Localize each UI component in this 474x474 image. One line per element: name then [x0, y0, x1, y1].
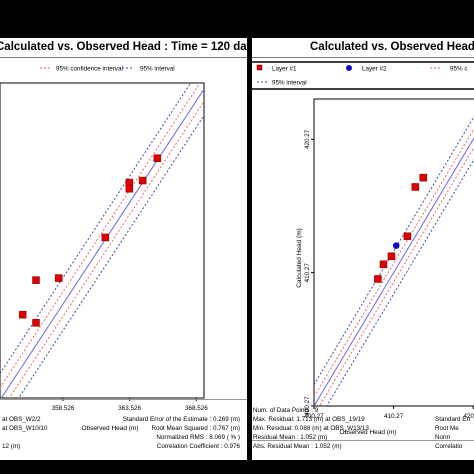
- pi-upper-line: [0, 83, 192, 374]
- fit-line: [0, 88, 204, 398]
- left-chart-svg: 95% confidence interval 95% interval 358…: [0, 66, 208, 432]
- stat-abs-residual-mean: Abs. Residual Mean : 1.052 (m): [253, 443, 342, 450]
- x-tick-label: 400.27: [304, 413, 324, 420]
- left-stat-line: at OBS_W10/10: [2, 425, 48, 432]
- pi-lower-line: [326, 158, 474, 406]
- data-point-layer1: [18, 310, 27, 319]
- data-point-layer1: [54, 274, 63, 282]
- stat-residual-mean: Residual Mean : 1.052 (m): [253, 434, 328, 441]
- left-x-axis-label: Observed Head (m): [81, 425, 138, 432]
- pi-lower-line: [18, 115, 204, 398]
- stats-divider: [252, 440, 474, 441]
- ci-legend-label: 95% c: [450, 66, 468, 73]
- data-point-layer1: [153, 154, 162, 162]
- y-tick-label: 400.27: [304, 396, 311, 416]
- ci-lower-line: [318, 146, 474, 406]
- ci-upper-line: [314, 127, 474, 397]
- left-chart-panel: Calculated vs. Observed Head : Time = 12…: [0, 38, 247, 460]
- ci-lower-line: [8, 101, 204, 398]
- left-chart-title: Calculated vs. Observed Head : Time = 12…: [0, 41, 247, 53]
- title-divider: [0, 57, 247, 58]
- left-stat-line: 12 (m): [2, 443, 21, 450]
- layer1-legend-label: Layer #1: [272, 66, 297, 73]
- legend-box: [252, 61, 474, 90]
- stat-min-residual: Min. Residual: 0.088 (m) at OBS_W13/13: [253, 425, 369, 432]
- left-stat-line: at OBS_W2/2: [2, 416, 41, 423]
- title-divider: [252, 57, 474, 58]
- pi-legend-label: 95% interval: [140, 66, 175, 73]
- ci-upper-line: [0, 83, 201, 389]
- stat-rms: Root Mean Squared : 0.767 (m): [151, 425, 240, 432]
- stat-normalized-rms: Normalized RMS : 8.069 ( % ): [156, 434, 240, 441]
- data-point-layer1: [411, 183, 420, 191]
- data-point-layer1: [419, 173, 428, 182]
- x-tick-label: 363.526: [118, 405, 141, 412]
- right-plot-frame: [313, 98, 474, 407]
- x-tick-label: 358.526: [52, 405, 75, 412]
- x-tick-label: 420.27: [464, 413, 474, 420]
- layer2-legend-label: Layer #2: [362, 66, 387, 73]
- stat-right-clipped: Correlatio: [435, 443, 463, 450]
- y-tick-label: 410.27: [304, 263, 311, 283]
- data-point-layer1: [379, 260, 388, 269]
- right-chart-svg: Layer #1 Layer #2 95% c 95% interval 400…: [252, 61, 474, 436]
- layer2-legend-marker: [346, 65, 352, 71]
- data-point-layer1: [125, 184, 134, 193]
- stat-num-points: Num. of Data Points : 9: [253, 407, 319, 414]
- data-point-layer1: [101, 233, 110, 242]
- stat-right-clipped: Norm: [435, 434, 451, 441]
- x-tick-label: 368.526: [185, 405, 208, 412]
- left-plot-frame: [0, 82, 205, 399]
- stat-correlation: Correlation Coefficient : 0.976: [156, 443, 240, 450]
- y-tick-label: 420.27: [304, 129, 311, 149]
- stat-right-clipped: Standard Err: [435, 416, 471, 423]
- stat-max-residual: Max. Residual: 1.713 (m) at OBS_19/19: [253, 416, 365, 423]
- data-point-layer1: [32, 276, 40, 284]
- x-tick-label: 410.27: [384, 413, 404, 420]
- right-x-axis-label: Observed Head (m): [339, 429, 396, 436]
- fit-line: [314, 137, 474, 406]
- right-chart-panel: Calculated vs. Observed Head : Time = 1 …: [252, 38, 474, 460]
- stat-standard-error: Standard Error of the Estimate : 0.269 (…: [122, 416, 240, 423]
- right-legend: Layer #1 Layer #2 95% c 95% interval: [252, 61, 474, 90]
- right-y-axis-label: Calculated Head (m): [296, 228, 303, 288]
- data-point-layer1: [138, 176, 147, 185]
- data-point-layer1: [32, 319, 40, 327]
- layer1-legend-marker: [256, 64, 263, 71]
- data-point-layer2: [392, 242, 400, 249]
- data-point-layer1: [387, 252, 396, 261]
- data-point-layer1: [403, 232, 412, 241]
- pi-legend-label: 95% interval: [272, 80, 307, 87]
- data-point-layer1: [374, 275, 382, 283]
- stat-right-clipped: Root Me: [435, 425, 459, 432]
- right-chart-title: Calculated vs. Observed Head : Time = 1: [310, 41, 474, 53]
- left-legend: 95% confidence interval 95% interval: [40, 66, 175, 73]
- stats-divider: [0, 399, 247, 400]
- ci-legend-label: 95% confidence interval: [56, 66, 123, 73]
